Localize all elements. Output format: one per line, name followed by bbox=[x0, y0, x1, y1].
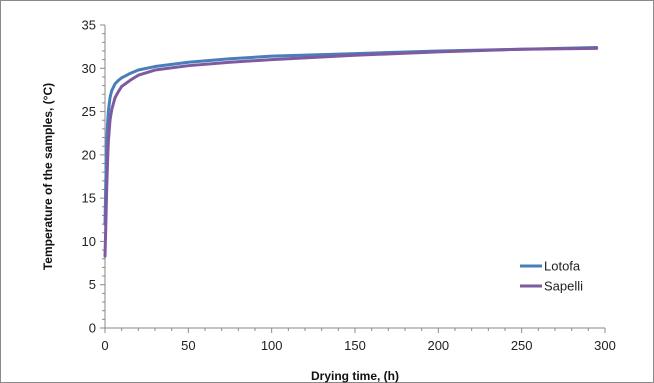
series-line-lotofa bbox=[103, 46, 599, 226]
legend-label-lotofa: Lotofa bbox=[544, 259, 581, 274]
x-axis: 0 50 100 150 200 250 300 bbox=[101, 327, 616, 353]
x-tick-label: 300 bbox=[594, 338, 616, 353]
x-tick-label: 50 bbox=[181, 338, 195, 353]
x-tick-label: 200 bbox=[427, 338, 449, 353]
x-tick-label: 0 bbox=[101, 338, 108, 353]
series-line-sapelli bbox=[103, 46, 599, 258]
x-tick-label: 100 bbox=[261, 338, 283, 353]
y-axis: 0 5 10 15 20 25 30 35 bbox=[82, 18, 106, 336]
y-tick-label: 35 bbox=[82, 18, 96, 33]
legend-label-sapelli: Sapelli bbox=[544, 279, 583, 294]
y-axis-title: Temperature of the samples, (°C) bbox=[41, 83, 55, 270]
legend: Lotofa Sapelli bbox=[520, 259, 583, 294]
y-tick-label: 5 bbox=[89, 277, 96, 292]
x-axis-title: Drying time, (h) bbox=[311, 369, 399, 383]
y-tick-label: 15 bbox=[82, 191, 96, 206]
x-tick-label: 250 bbox=[511, 338, 533, 353]
y-tick-label: 0 bbox=[89, 321, 96, 336]
series-layer bbox=[103, 46, 599, 258]
x-tick-label: 150 bbox=[344, 338, 366, 353]
y-tick-label: 20 bbox=[82, 147, 96, 162]
y-tick-label: 30 bbox=[82, 61, 96, 76]
y-tick-label: 25 bbox=[82, 104, 96, 119]
y-tick-label: 10 bbox=[82, 234, 96, 249]
